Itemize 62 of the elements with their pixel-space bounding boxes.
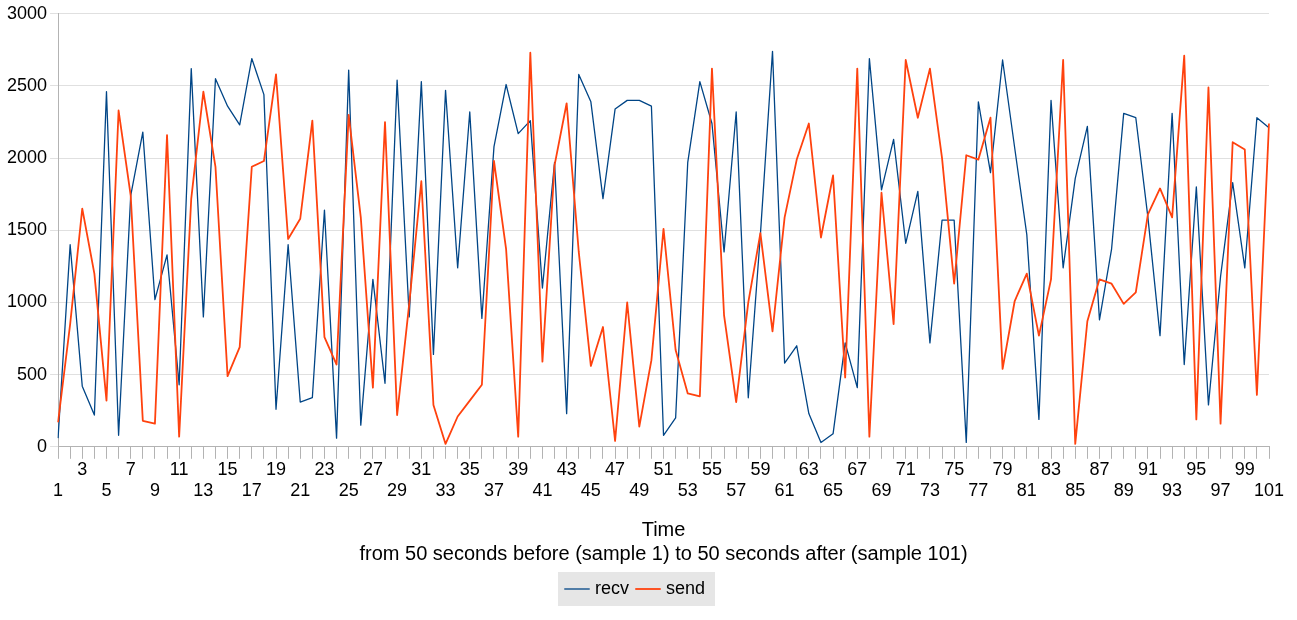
x-tick-label: 77 bbox=[968, 480, 989, 501]
x-tick-label: 43 bbox=[556, 458, 577, 479]
x-tick-label: 37 bbox=[483, 480, 504, 501]
y-tick-label: 3000 bbox=[7, 2, 48, 23]
x-tick-label: 3 bbox=[77, 458, 88, 479]
text: from 50 seconds before (sample 1) to 50 seconds after (sample 101) bbox=[359, 541, 968, 564]
x-tick-label: 71 bbox=[895, 458, 916, 479]
x-tick-label: 91 bbox=[1137, 458, 1158, 479]
x-tick-label: 57 bbox=[726, 480, 747, 501]
y-tick-label: 500 bbox=[17, 363, 48, 384]
x-tick-label: 1 bbox=[53, 480, 64, 501]
x-tick-label: 45 bbox=[580, 480, 601, 501]
x-tick-label: 87 bbox=[1089, 458, 1110, 479]
x-tick-label: 11 bbox=[169, 458, 189, 479]
x-tick-label: 17 bbox=[241, 480, 262, 501]
x-tick-label: 31 bbox=[411, 458, 432, 479]
x-tick-label: 55 bbox=[701, 458, 722, 479]
x-tick-label: 19 bbox=[266, 458, 287, 479]
x-tick-label: 65 bbox=[823, 480, 844, 501]
x-tick-label: 63 bbox=[798, 458, 819, 479]
x-tick-label: 67 bbox=[847, 458, 868, 479]
x-tick-label: 49 bbox=[629, 480, 650, 501]
y-tick-label: 2500 bbox=[7, 74, 48, 95]
legend-label: recv bbox=[594, 577, 629, 598]
x-tick-label: 25 bbox=[338, 480, 359, 501]
x-tick-label: 85 bbox=[1065, 480, 1086, 501]
x-tick-label: 95 bbox=[1186, 458, 1207, 479]
x-tick-label: 51 bbox=[653, 458, 674, 479]
x-tick-label: 53 bbox=[677, 480, 698, 501]
legend-label: send bbox=[665, 577, 706, 598]
x-tick-label: 59 bbox=[750, 458, 771, 479]
x-tick-label: 35 bbox=[459, 458, 480, 479]
x-tick-label: 21 bbox=[290, 480, 311, 501]
x-tick-label: 27 bbox=[362, 458, 383, 479]
x-tick-label: 13 bbox=[193, 480, 214, 501]
x-tick-label: 7 bbox=[125, 458, 136, 479]
x-tick-label: 5 bbox=[101, 480, 112, 501]
x-tick-label: 15 bbox=[217, 458, 238, 479]
x-tick-label: 99 bbox=[1234, 458, 1255, 479]
x-tick-label: 9 bbox=[149, 480, 160, 501]
x-tick-label: 69 bbox=[871, 480, 892, 501]
x-tick-label: 29 bbox=[387, 480, 408, 501]
y-tick-label: 1500 bbox=[7, 219, 48, 240]
x-tick-label: 81 bbox=[1016, 480, 1037, 501]
x-tick-label: 47 bbox=[605, 458, 626, 479]
x-tick-label: 83 bbox=[1041, 458, 1062, 479]
x-tick-label: 39 bbox=[508, 458, 529, 479]
x-tick-label: 33 bbox=[435, 480, 456, 501]
y-tick-label: 2000 bbox=[7, 147, 48, 168]
x-tick-label: 61 bbox=[774, 480, 795, 501]
x-tick-label: 93 bbox=[1162, 480, 1183, 501]
x-tick-label: 89 bbox=[1113, 480, 1134, 501]
y-tick-label: 0 bbox=[37, 435, 48, 456]
x-tick-label: 97 bbox=[1210, 480, 1231, 501]
y-tick-label: 1000 bbox=[7, 291, 48, 312]
x-tick-label: 75 bbox=[944, 458, 965, 479]
x-tick-label: 73 bbox=[919, 480, 940, 501]
x-tick-label: 79 bbox=[992, 458, 1013, 479]
x-tick-label: 23 bbox=[314, 458, 335, 479]
x-tick-label: 41 bbox=[532, 480, 553, 501]
x-axis-title: Time bbox=[641, 517, 686, 540]
x-tick-label: 101 bbox=[1253, 480, 1285, 501]
